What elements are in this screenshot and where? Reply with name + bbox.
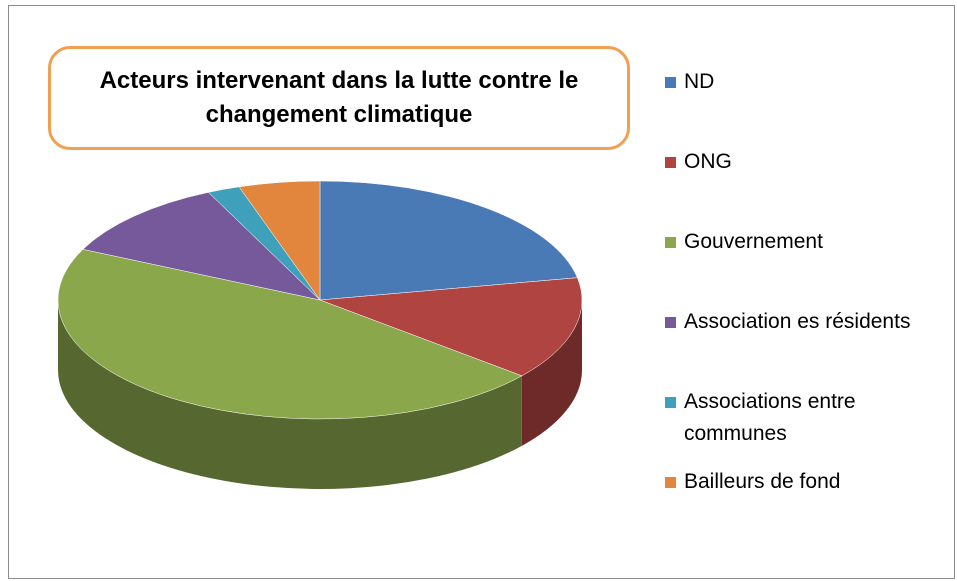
- pie-slice: [319, 180, 578, 301]
- legend-item: Association es résidents: [665, 306, 950, 338]
- legend-swatch: [665, 77, 676, 88]
- legend-label: ND: [684, 70, 715, 93]
- legend-item: ONG: [665, 146, 950, 178]
- chart-frame: [8, 5, 955, 579]
- chart-title: Acteurs intervenant dans la lutte contre…: [48, 46, 630, 150]
- legend-item: Associations entre communes: [665, 386, 950, 450]
- legend-swatch: [665, 317, 676, 328]
- pie-slice: [57, 249, 523, 420]
- pie-slice: [82, 192, 321, 301]
- legend-label: Associations entre communes: [684, 390, 856, 445]
- pie-slice: [238, 180, 321, 301]
- legend-swatch: [665, 397, 676, 408]
- pie-slice: [319, 277, 583, 377]
- pie-slice-side: [521, 300, 582, 446]
- legend-swatch: [665, 237, 676, 248]
- legend-swatch: [665, 157, 676, 168]
- legend-item: Bailleurs de fond: [665, 466, 950, 498]
- legend-item: Gouvernement: [665, 226, 950, 258]
- legend-item: ND: [665, 66, 950, 98]
- legend-label: Gouvernement: [684, 230, 823, 253]
- legend-label: ONG: [684, 150, 732, 173]
- legend-label: Bailleurs de fond: [684, 470, 841, 493]
- legend-label: Association es résidents: [684, 310, 911, 333]
- legend-swatch: [665, 477, 676, 488]
- pie-slice-side: [58, 300, 522, 490]
